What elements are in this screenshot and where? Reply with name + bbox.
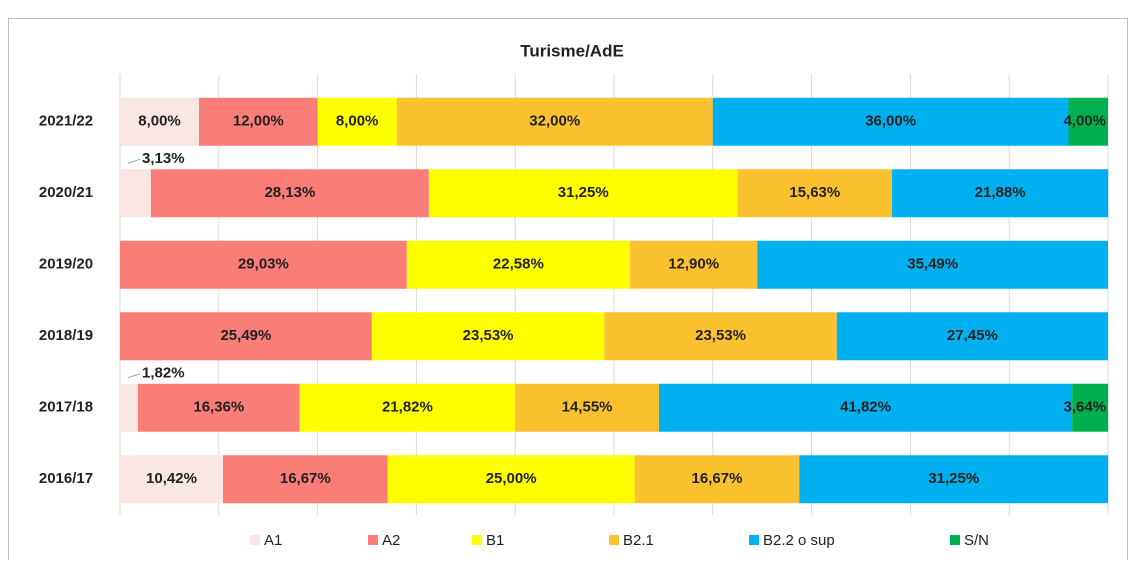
bar-segment: [120, 455, 223, 504]
bar-segment: [120, 312, 372, 361]
bar-segment: [120, 383, 138, 432]
data-label: 8,00%: [138, 113, 181, 130]
data-label: 23,53%: [463, 327, 514, 344]
legend-label: A2: [382, 532, 400, 549]
legend-label: B1: [486, 532, 504, 549]
data-label: 28,13%: [264, 184, 315, 201]
bar-segment: [799, 455, 1109, 504]
data-label: 25,49%: [220, 327, 271, 344]
bar-segment: [604, 312, 837, 361]
data-label: 23,53%: [695, 327, 746, 344]
data-label: 41,82%: [840, 399, 891, 416]
legend-swatch: [250, 535, 260, 545]
legend-swatch: [950, 535, 960, 545]
data-label: 3,64%: [1064, 399, 1107, 416]
legend-swatch: [609, 535, 619, 545]
data-label: 12,90%: [668, 256, 719, 273]
data-label: 29,03%: [238, 256, 289, 273]
leader-line: [127, 373, 141, 379]
y-tick-label: 2018/19: [39, 327, 93, 344]
data-label: 31,25%: [928, 470, 979, 487]
bar-segment: [150, 169, 429, 218]
bar-segment: [836, 312, 1108, 361]
bar-segment: [396, 97, 713, 146]
legend-label: S/N: [964, 532, 989, 549]
data-label: 15,63%: [789, 184, 840, 201]
data-label: 25,00%: [486, 470, 537, 487]
data-label: 32,00%: [529, 113, 580, 130]
bar-segment: [1072, 383, 1109, 432]
bar-segment: [515, 383, 659, 432]
data-label: 14,55%: [562, 399, 613, 416]
bar-segment: [120, 169, 151, 218]
legend-label: A1: [264, 532, 282, 549]
y-tick-label: 2021/22: [39, 113, 93, 130]
data-label: 16,67%: [280, 470, 331, 487]
data-label: 22,58%: [493, 256, 544, 273]
legend-label: B2.2 o sup: [763, 532, 835, 549]
data-label: 16,36%: [193, 399, 244, 416]
data-label: 35,49%: [907, 256, 958, 273]
bar-segment: [299, 383, 516, 432]
y-tick-label: 2017/18: [39, 399, 93, 416]
bar-segment: [1068, 97, 1108, 146]
bar-segment: [137, 383, 300, 432]
legend-swatch: [368, 535, 378, 545]
bar-segment: [317, 97, 397, 146]
data-label: 8,00%: [336, 113, 379, 130]
bar-segment: [199, 97, 318, 146]
legend-label: B2.1: [623, 532, 654, 549]
bar-segment: [892, 169, 1109, 218]
data-label: 1,82%: [142, 365, 185, 382]
bar-segment: [737, 169, 893, 218]
data-label: 10,42%: [146, 470, 197, 487]
bar-segment: [658, 383, 1073, 432]
data-label: 12,00%: [233, 113, 284, 130]
data-label: 4,00%: [1063, 113, 1106, 130]
bar-segment: [428, 169, 738, 218]
bar-segment: [712, 97, 1069, 146]
legend-swatch: [749, 535, 759, 545]
bar-segment: [634, 455, 800, 504]
legend-swatch: [472, 535, 482, 545]
bar-segment: [120, 240, 407, 289]
leader-line: [127, 158, 141, 164]
data-label: 21,82%: [382, 399, 433, 416]
bar-segment: [629, 240, 758, 289]
chart-title: Turisme/AdE: [520, 41, 624, 60]
bar-segment: [120, 97, 200, 146]
data-label: 36,00%: [865, 113, 916, 130]
bar-segment: [387, 455, 635, 504]
bar-segment: [406, 240, 630, 289]
bar-segment: [222, 455, 388, 504]
bar-segment: [757, 240, 1108, 289]
data-label: 16,67%: [692, 470, 743, 487]
data-label: 21,88%: [975, 184, 1026, 201]
data-label: 3,13%: [142, 150, 185, 167]
bar-segment: [371, 312, 605, 361]
y-tick-label: 2019/20: [39, 256, 93, 273]
y-tick-label: 2020/21: [39, 184, 93, 201]
y-tick-label: 2016/17: [39, 470, 93, 487]
data-label: 27,45%: [947, 327, 998, 344]
data-label: 31,25%: [558, 184, 609, 201]
